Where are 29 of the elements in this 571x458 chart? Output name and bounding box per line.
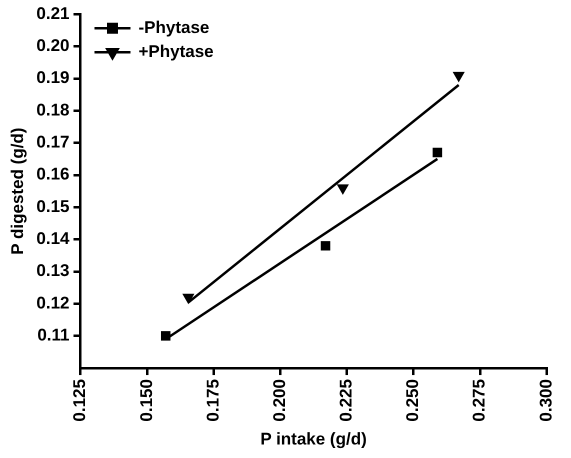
y-tick-label: 0.14	[36, 229, 70, 248]
x-tick-label: 0.150	[136, 379, 156, 422]
x-tick-label: 0.225	[336, 379, 356, 422]
x-tick-label: 0.175	[203, 379, 222, 422]
x-tick-label: 0.125	[70, 379, 90, 422]
y-axis-title: P digested (g/d)	[8, 128, 27, 255]
point	[432, 148, 442, 158]
y-tick-label: 0.16	[36, 164, 70, 184]
x-tick-label: 0.275	[470, 379, 489, 422]
x-axis-title: P intake (g/d)	[260, 429, 367, 448]
x-tick-label: 0.300	[536, 379, 556, 422]
legend-label: +Phytase	[138, 42, 214, 61]
point	[453, 72, 464, 82]
x-tick-label: 0.250	[403, 379, 422, 422]
y-tick-label: 0.21	[36, 4, 70, 23]
legend-label: -Phytase	[138, 18, 210, 37]
y-tick-label: 0.18	[36, 100, 70, 120]
x-tick-label: 0.200	[270, 379, 289, 422]
y-tick-label: 0.19	[36, 68, 70, 88]
point	[160, 331, 170, 341]
y-tick-label: 0.20	[36, 36, 70, 56]
y-tick-label: 0.17	[36, 132, 70, 152]
y-tick-label: 0.15	[36, 196, 70, 216]
y-tick-label: 0.12	[36, 293, 70, 312]
point	[337, 184, 349, 194]
y-tick-label: 0.13	[36, 261, 70, 280]
point	[320, 241, 330, 251]
y-tick-label: 0.11	[37, 326, 70, 345]
point	[182, 294, 194, 304]
